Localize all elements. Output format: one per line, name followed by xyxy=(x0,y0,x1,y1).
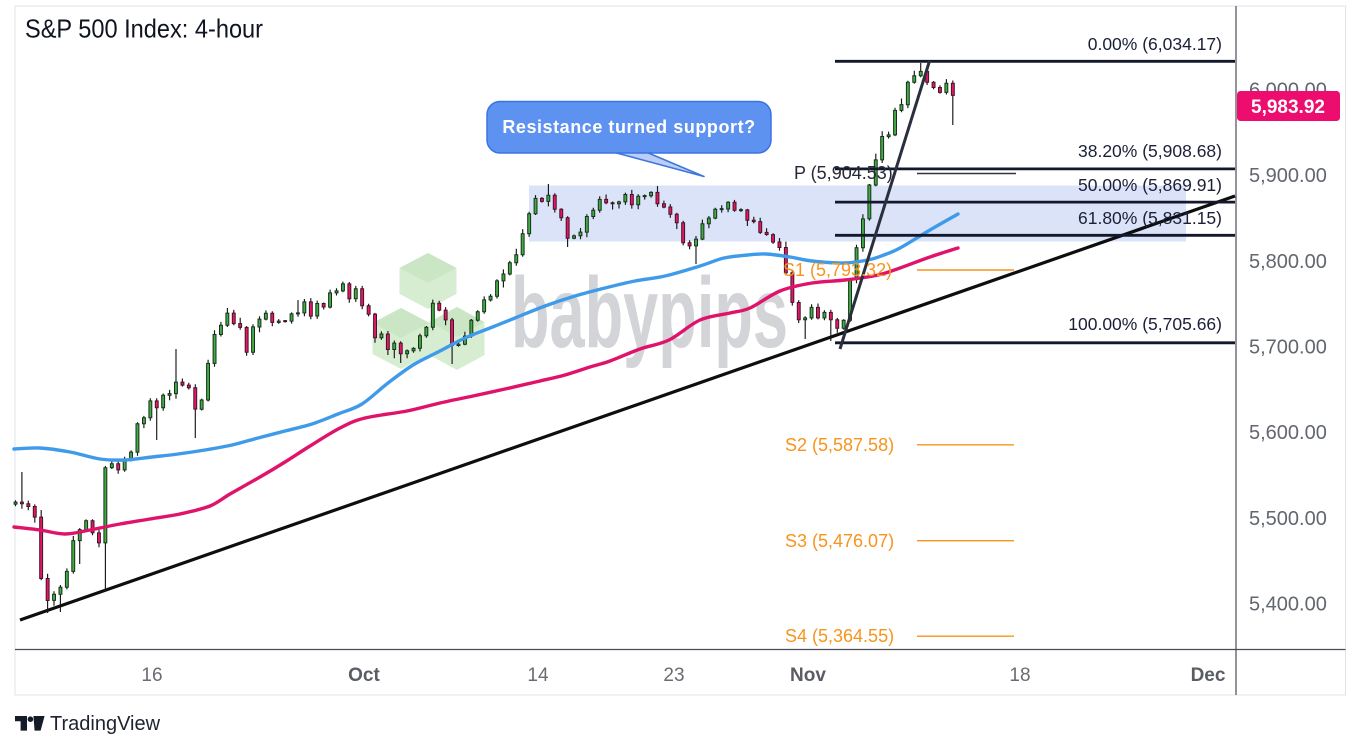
svg-text:Nov: Nov xyxy=(790,665,826,686)
svg-text:18: 18 xyxy=(1009,665,1030,686)
svg-text:14: 14 xyxy=(527,665,549,686)
svg-text:Dec: Dec xyxy=(1191,665,1226,686)
svg-text:0.00% (6,034.17): 0.00% (6,034.17) xyxy=(1088,34,1222,54)
svg-text:S2 (5,587.58): S2 (5,587.58) xyxy=(785,435,894,455)
svg-text:S1 (5,793.32): S1 (5,793.32) xyxy=(783,260,892,280)
svg-text:23: 23 xyxy=(663,665,684,686)
svg-text:S3 (5,476.07): S3 (5,476.07) xyxy=(785,531,894,551)
svg-text:5,800.00: 5,800.00 xyxy=(1249,251,1327,273)
svg-text:100.00% (5,705.66): 100.00% (5,705.66) xyxy=(1068,314,1222,334)
svg-text:16: 16 xyxy=(141,665,162,686)
svg-text:38.20% (5,908.68): 38.20% (5,908.68) xyxy=(1078,141,1222,161)
svg-text:Resistance turned support?: Resistance turned support? xyxy=(502,117,755,137)
svg-text:S&P 500 Index: 4-hour: S&P 500 Index: 4-hour xyxy=(25,14,263,44)
svg-text:Oct: Oct xyxy=(348,665,380,686)
svg-text:5,600.00: 5,600.00 xyxy=(1249,422,1327,444)
svg-text:S4 (5,364.55): S4 (5,364.55) xyxy=(785,626,894,646)
svg-text:50.00% (5,869.91): 50.00% (5,869.91) xyxy=(1078,175,1222,195)
svg-text:61.80% (5,831.15): 61.80% (5,831.15) xyxy=(1078,208,1222,228)
svg-text:5,400.00: 5,400.00 xyxy=(1249,594,1327,616)
svg-text:5,983.92: 5,983.92 xyxy=(1251,97,1325,118)
svg-text:TradingView: TradingView xyxy=(50,713,161,735)
svg-text:5,900.00: 5,900.00 xyxy=(1249,165,1327,187)
svg-text:babypips: babypips xyxy=(511,257,788,369)
svg-text:5,500.00: 5,500.00 xyxy=(1249,508,1327,530)
svg-text:P (5,904.53): P (5,904.53) xyxy=(794,163,893,183)
svg-text:5,700.00: 5,700.00 xyxy=(1249,337,1327,359)
